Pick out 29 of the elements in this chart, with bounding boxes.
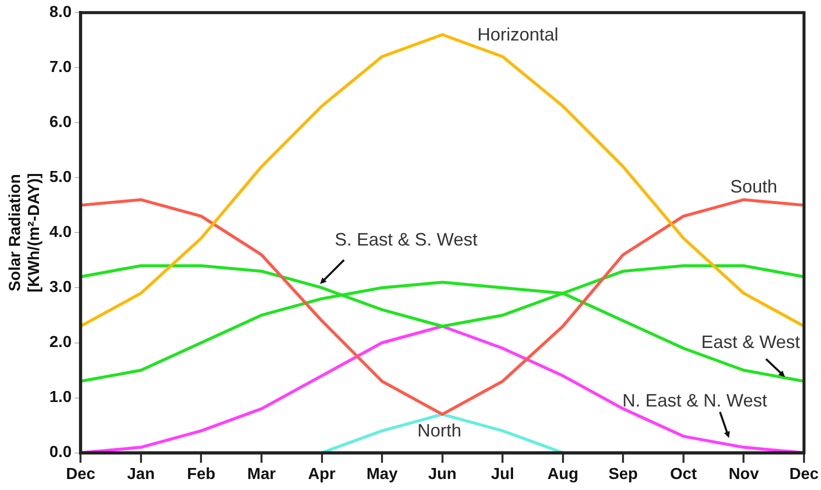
x-tick-label: Jun	[428, 466, 457, 483]
series-label: N. East & N. West	[622, 390, 768, 410]
x-tick-label: Nov	[728, 466, 759, 483]
x-tick-label: Oct	[670, 466, 698, 483]
y-axis-title: Solar Radiation [KWh/(m²-DAY)]	[7, 173, 44, 292]
x-tick-label: Mar	[247, 466, 276, 483]
x-tick-label: Dec	[66, 466, 96, 483]
y-tick-label: 0.0	[49, 444, 72, 462]
x-tick-label: Jan	[127, 466, 155, 483]
series-label: South	[730, 176, 778, 197]
x-tick-label: Apr	[308, 466, 336, 483]
x-tick-label: Feb	[186, 466, 216, 483]
x-tick-label: Aug	[547, 466, 578, 483]
y-tick-label: 7.0	[49, 59, 72, 76]
y-tick-label: 8.0	[49, 4, 72, 22]
series-label: East & West	[701, 332, 800, 352]
y-tick-label: 3.0	[49, 279, 72, 296]
y-tick-label: 6.0	[49, 114, 72, 132]
series-label: North	[417, 420, 462, 440]
x-tick-label: Sep	[608, 466, 638, 483]
text: S. East & S. West	[334, 230, 478, 250]
y-tick-label: 2.0	[49, 334, 72, 352]
y-tick-label: 5.0	[49, 169, 72, 186]
x-tick-label: Dec	[789, 466, 819, 483]
y-tick-label: 4.0	[49, 224, 72, 242]
x-tick-label: Jul	[491, 466, 514, 483]
x-tick-label: May	[366, 466, 398, 483]
series-label: Horizontal	[477, 24, 558, 45]
y-tick-label: 1.0	[49, 389, 72, 406]
